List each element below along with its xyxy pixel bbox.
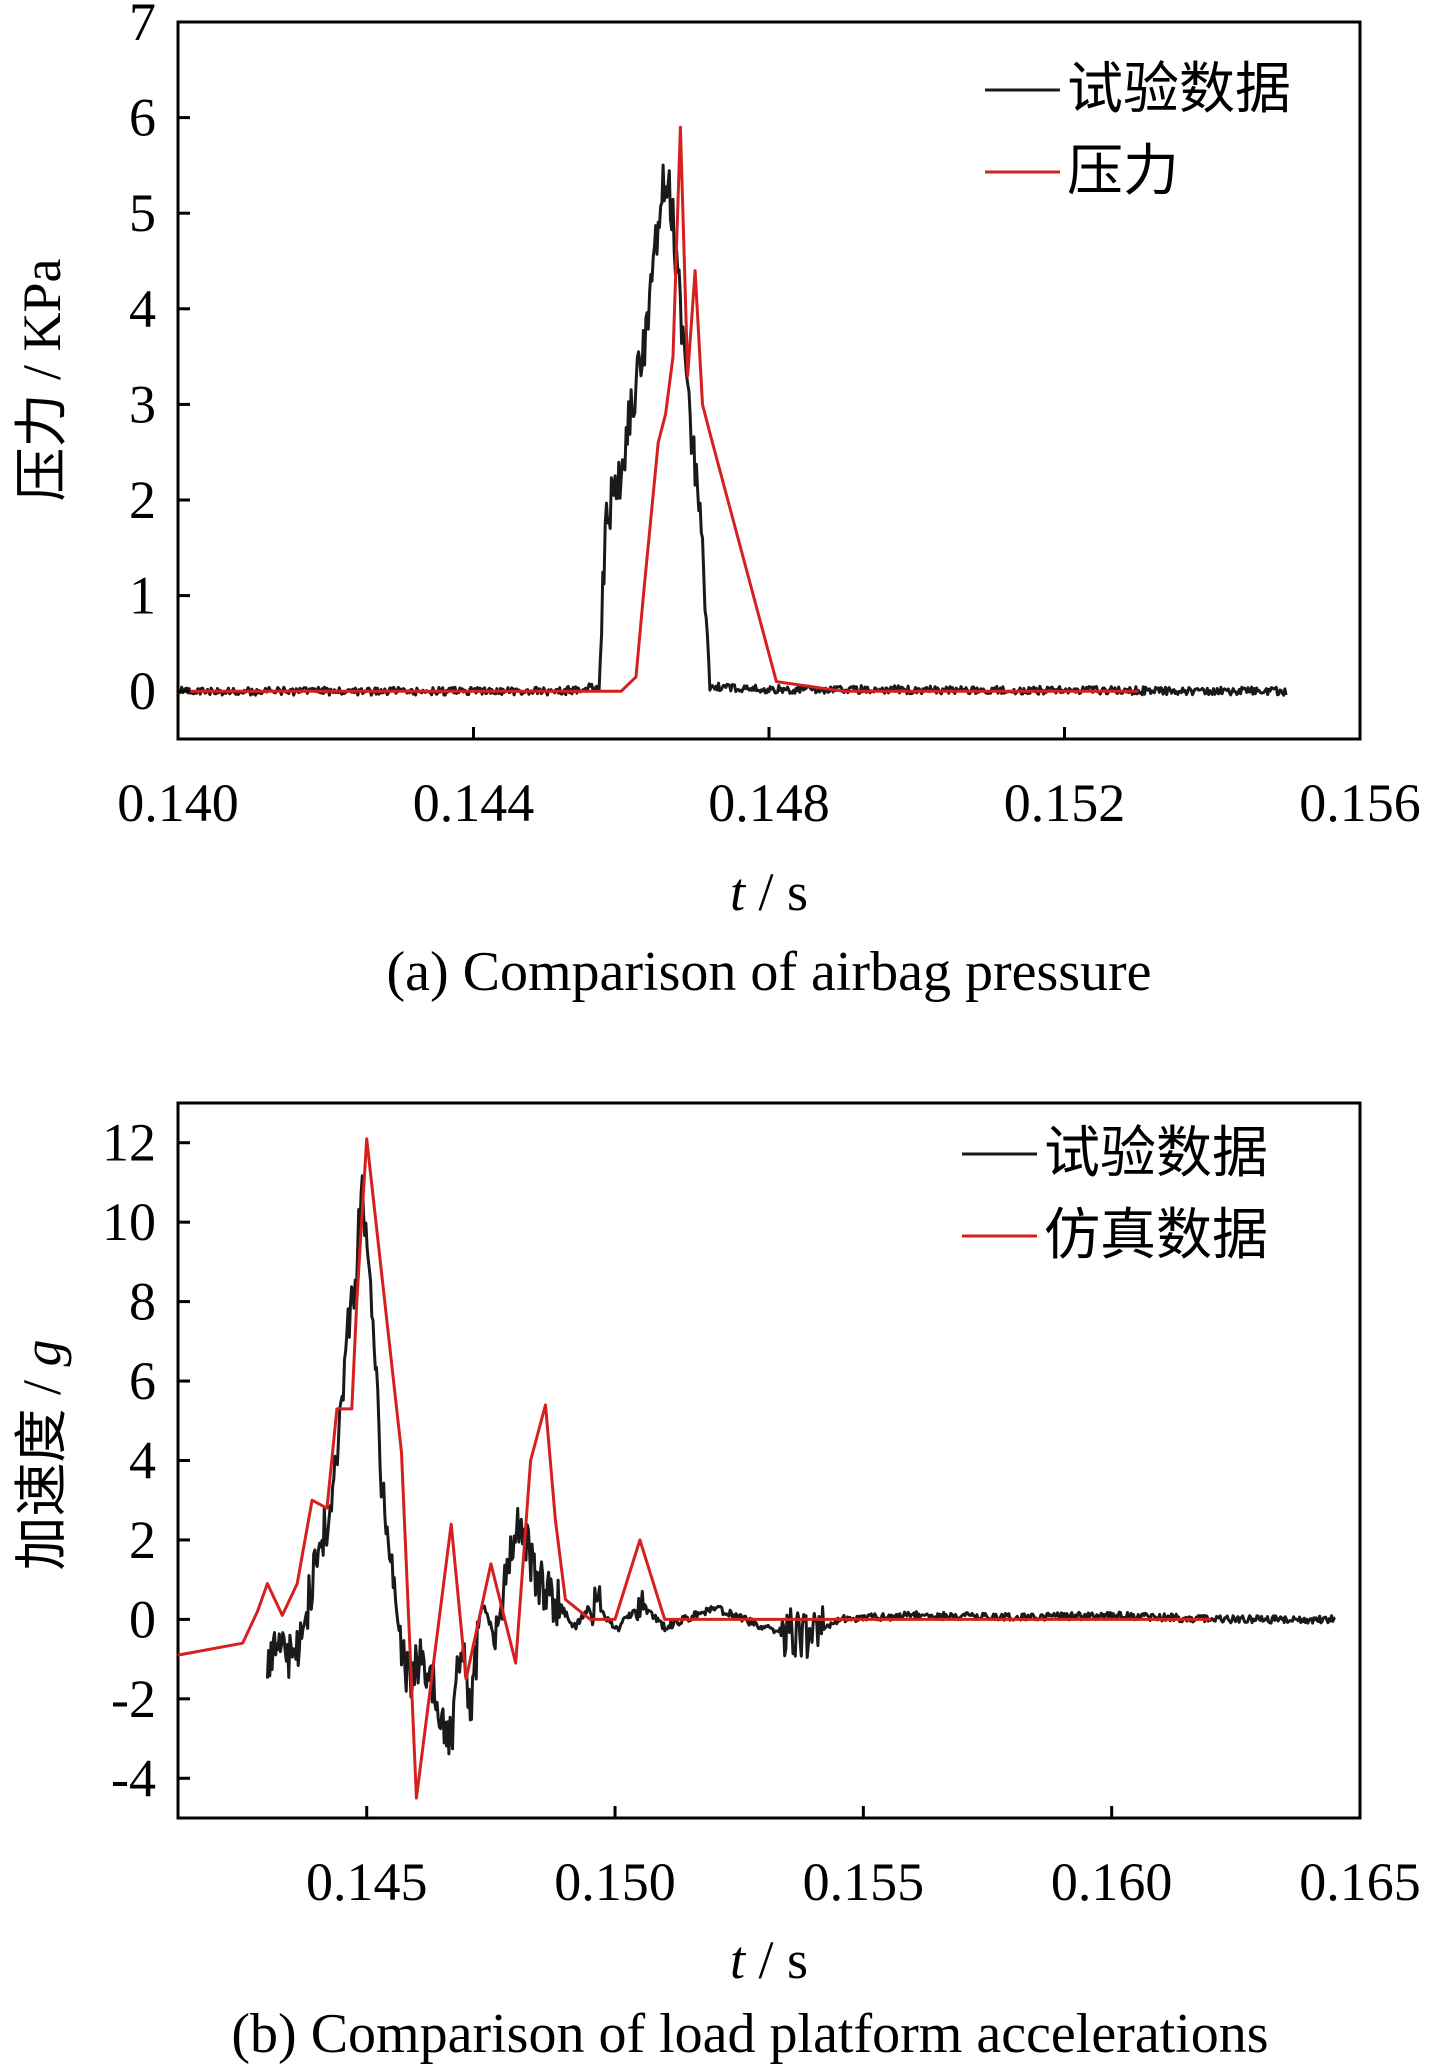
caption-a: (a) Comparison of airbag pressure bbox=[386, 941, 1151, 1003]
series-line-simulation bbox=[177, 1137, 1211, 1800]
y-tick-label: 7 bbox=[129, 0, 156, 52]
y-tick-label: 2 bbox=[129, 470, 156, 530]
x-axis-label-b: t / s bbox=[730, 1930, 808, 1990]
x-tick-label: 0.155 bbox=[803, 1852, 925, 1912]
axis-ticks-b: 0.145 0.150 0.155 0.160 0.165 -4 -2 0 2 4 6 8 10 12 bbox=[102, 1113, 1421, 1912]
legend-label: 试验数据 bbox=[1067, 59, 1291, 121]
y-tick-label: 1 bbox=[129, 566, 156, 626]
x-tick-label: 0.144 bbox=[413, 773, 535, 833]
y-axis-label-b-text: 加速度 / bbox=[12, 1366, 72, 1570]
x-axis-unit-b: / s bbox=[745, 1930, 808, 1990]
y-tick-label: 8 bbox=[129, 1272, 156, 1332]
y-tick-label: 0 bbox=[129, 1589, 156, 1649]
y-tick-label: -4 bbox=[111, 1748, 156, 1808]
x-tick-label: 0.152 bbox=[1004, 773, 1126, 833]
y-axis-label-a: 压力 / KPa bbox=[12, 258, 72, 501]
y-tick-label: 3 bbox=[129, 374, 156, 434]
panel-b-acceleration-chart: 0.145 0.150 0.155 0.160 0.165 -4 -2 0 2 4 6 8 10 12 试… bbox=[12, 1101, 1421, 2065]
y-tick-label: -2 bbox=[111, 1669, 156, 1729]
y-axis-label-b: 加速度 / g bbox=[12, 1339, 72, 1570]
x-axis-var-a: t bbox=[730, 862, 747, 922]
x-tick-label: 0.140 bbox=[117, 773, 239, 833]
y-tick-label: 5 bbox=[129, 183, 156, 243]
series-line-test-data bbox=[177, 163, 1288, 697]
y-tick-label: 10 bbox=[102, 1192, 156, 1252]
y-tick-label: 0 bbox=[129, 661, 156, 721]
legend-label: 仿真数据 bbox=[1044, 1205, 1268, 1267]
y-tick-label: 2 bbox=[129, 1510, 156, 1570]
x-tick-label: 0.156 bbox=[1299, 773, 1421, 833]
y-axis-label-b-var: g bbox=[12, 1339, 72, 1366]
x-tick-label: 0.148 bbox=[708, 773, 830, 833]
x-tick-label: 0.145 bbox=[306, 1852, 428, 1912]
panel-a-pressure-chart: 0.140 0.144 0.148 0.152 0.156 0 1 2 3 4 5 6 7 试验数据压力… bbox=[12, 0, 1421, 1003]
x-axis-unit-a: / s bbox=[745, 862, 808, 922]
legend-label: 压力 bbox=[1067, 141, 1179, 203]
x-tick-label: 0.160 bbox=[1051, 1852, 1173, 1912]
y-tick-label: 12 bbox=[102, 1113, 156, 1173]
series-line-simulation bbox=[178, 125, 1139, 693]
caption-b: (b) Comparison of load platform accelera… bbox=[231, 2003, 1268, 2065]
y-tick-label: 4 bbox=[129, 279, 156, 339]
x-tick-label: 0.165 bbox=[1299, 1852, 1421, 1912]
plot-area-a bbox=[177, 125, 1288, 697]
legend-label: 试验数据 bbox=[1044, 1123, 1268, 1185]
x-tick-label: 0.150 bbox=[554, 1852, 676, 1912]
x-axis-label-a: t / s bbox=[730, 862, 808, 922]
x-axis-var-b: t bbox=[730, 1930, 747, 1990]
y-tick-label: 6 bbox=[129, 88, 156, 148]
axis-ticks-a: 0.140 0.144 0.148 0.152 0.156 0 1 2 3 4 5 6 7 bbox=[117, 0, 1421, 833]
plot-frame-a bbox=[176, 20, 1362, 741]
plot-area-b bbox=[177, 1137, 1337, 1800]
y-tick-label: 6 bbox=[129, 1351, 156, 1411]
y-tick-label: 4 bbox=[129, 1431, 156, 1491]
